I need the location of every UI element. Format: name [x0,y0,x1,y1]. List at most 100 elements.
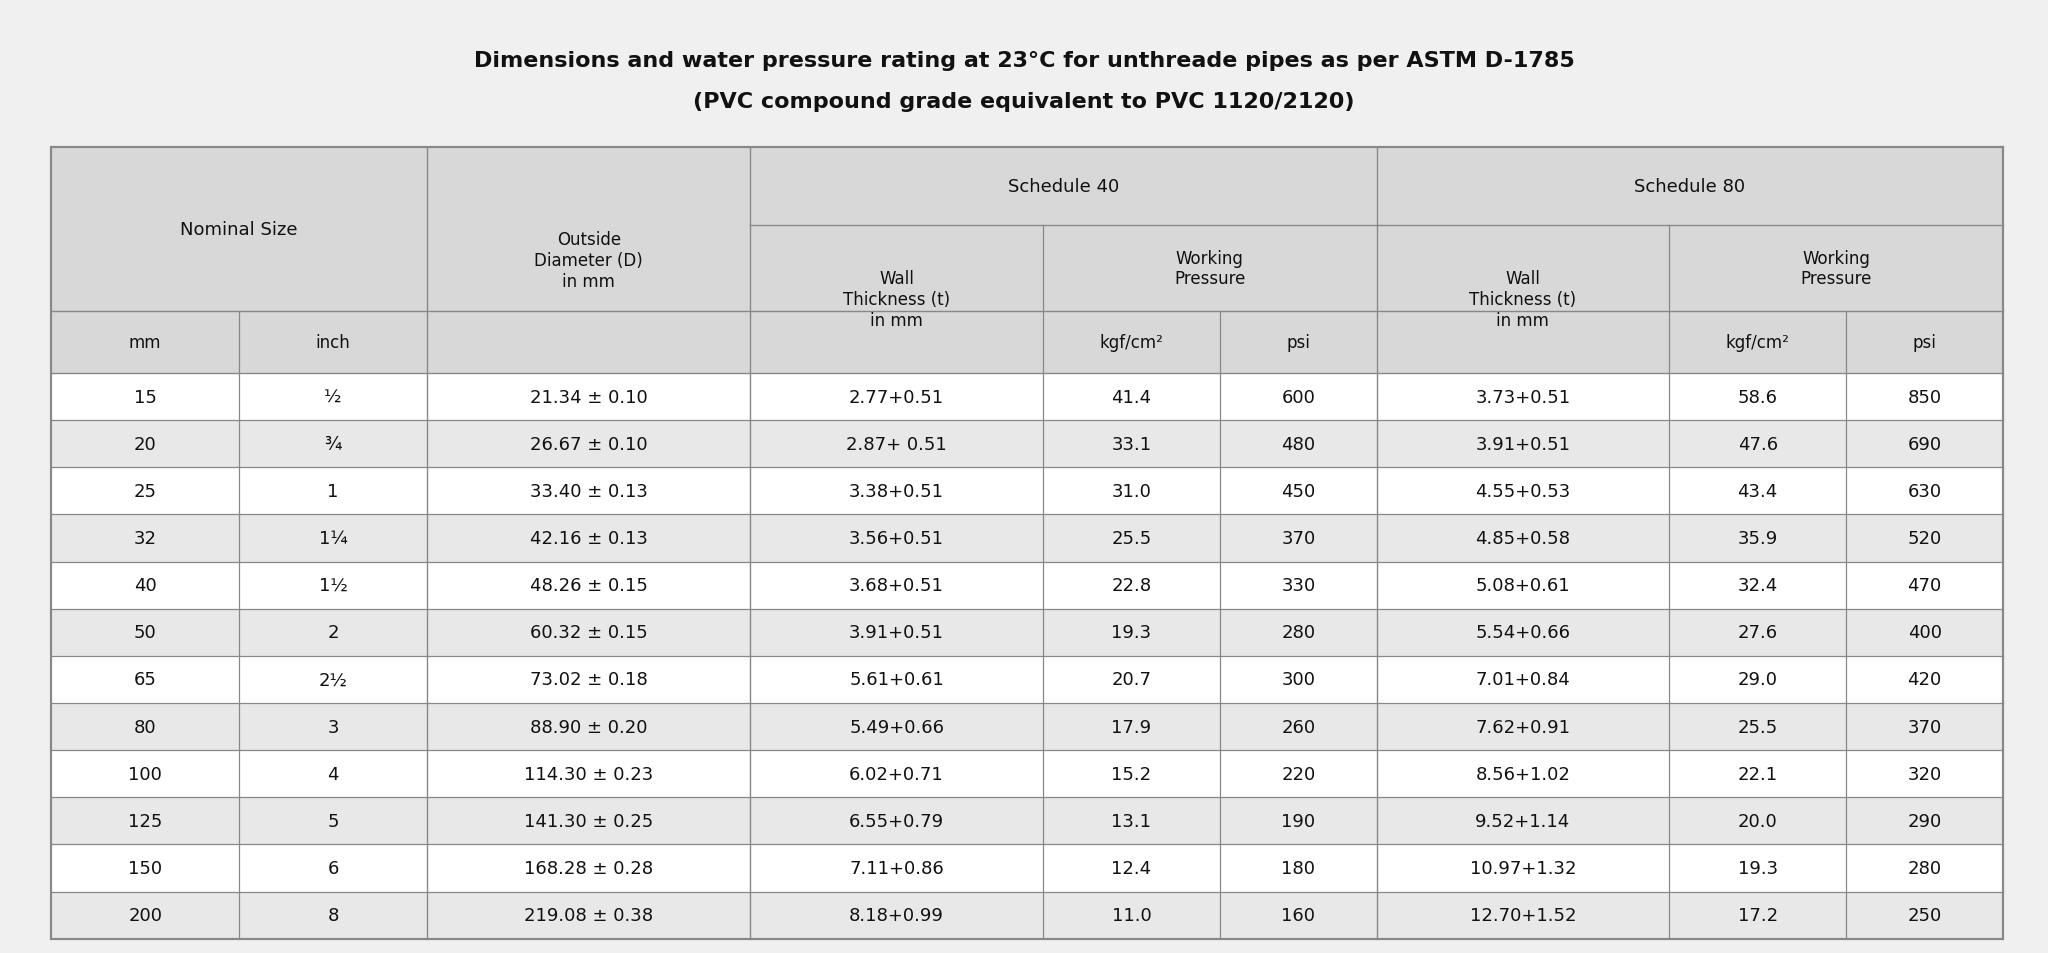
Text: 7.11+0.86: 7.11+0.86 [850,859,944,877]
Text: 12.70+1.52: 12.70+1.52 [1470,906,1577,924]
Text: 25: 25 [133,482,156,500]
Text: 260: 260 [1282,718,1315,736]
Text: 7.01+0.84: 7.01+0.84 [1475,671,1571,689]
Bar [51,515,2003,562]
Text: 4.85+0.58: 4.85+0.58 [1475,530,1571,547]
Text: 168.28 ± 0.28: 168.28 ± 0.28 [524,859,653,877]
Text: Wall
Thickness (t)
in mm: Wall Thickness (t) in mm [844,270,950,330]
Text: kgf/cm²: kgf/cm² [1726,334,1790,352]
Text: 3.91+0.51: 3.91+0.51 [850,623,944,641]
Text: 2½: 2½ [319,671,348,689]
Text: 850: 850 [1907,388,1942,406]
Text: 180: 180 [1282,859,1315,877]
Text: 190: 190 [1282,812,1315,830]
Text: 280: 280 [1907,859,1942,877]
Text: 3.91+0.51: 3.91+0.51 [1475,436,1571,454]
Text: 450: 450 [1282,482,1315,500]
Text: 400: 400 [1907,623,1942,641]
Text: 41.4: 41.4 [1112,388,1151,406]
Text: 10.97+1.32: 10.97+1.32 [1470,859,1577,877]
Text: 1¼: 1¼ [319,530,348,547]
Text: 29.0: 29.0 [1737,671,1778,689]
Text: 5: 5 [328,812,338,830]
Text: 15: 15 [133,388,156,406]
Text: 5.08+0.61: 5.08+0.61 [1475,577,1571,595]
Text: 8: 8 [328,906,338,924]
Text: Schedule 80: Schedule 80 [1634,178,1745,195]
Text: 470: 470 [1907,577,1942,595]
Bar [51,750,2003,798]
Text: 27.6: 27.6 [1737,623,1778,641]
Text: 330: 330 [1282,577,1315,595]
Text: 1: 1 [328,482,338,500]
Text: 80: 80 [133,718,156,736]
Text: 20: 20 [133,436,156,454]
Text: 19.3: 19.3 [1112,623,1151,641]
Text: kgf/cm²: kgf/cm² [1100,334,1163,352]
Text: 8.56+1.02: 8.56+1.02 [1475,765,1571,782]
Bar [51,562,2003,609]
Text: 160: 160 [1282,906,1315,924]
Text: 420: 420 [1907,671,1942,689]
Text: 141.30 ± 0.25: 141.30 ± 0.25 [524,812,653,830]
Text: 40: 40 [133,577,156,595]
Text: 7.62+0.91: 7.62+0.91 [1475,718,1571,736]
Text: 4: 4 [328,765,338,782]
Text: 6.02+0.71: 6.02+0.71 [850,765,944,782]
Text: 370: 370 [1907,718,1942,736]
Text: 3.68+0.51: 3.68+0.51 [850,577,944,595]
Text: 65: 65 [133,671,156,689]
Text: 12.4: 12.4 [1112,859,1151,877]
Text: 520: 520 [1907,530,1942,547]
Text: 31.0: 31.0 [1112,482,1151,500]
Text: 2.87+ 0.51: 2.87+ 0.51 [846,436,946,454]
Text: 125: 125 [127,812,162,830]
Text: 3: 3 [328,718,338,736]
Text: 17.9: 17.9 [1112,718,1151,736]
Text: Wall
Thickness (t)
in mm: Wall Thickness (t) in mm [1468,270,1577,330]
Text: Working
Pressure: Working Pressure [1800,250,1872,288]
Text: 1½: 1½ [319,577,348,595]
Text: 5.61+0.61: 5.61+0.61 [850,671,944,689]
Text: 21.34 ± 0.10: 21.34 ± 0.10 [530,388,647,406]
Text: 35.9: 35.9 [1737,530,1778,547]
Text: 300: 300 [1282,671,1315,689]
Text: 25.5: 25.5 [1737,718,1778,736]
Bar [51,656,2003,703]
Text: 280: 280 [1282,623,1315,641]
Text: 2: 2 [328,623,338,641]
Bar [51,844,2003,892]
Text: 88.90 ± 0.20: 88.90 ± 0.20 [530,718,647,736]
Text: Nominal Size: Nominal Size [180,221,297,238]
Text: 50: 50 [133,623,156,641]
Text: 600: 600 [1282,388,1315,406]
Text: 43.4: 43.4 [1737,482,1778,500]
Bar [51,609,2003,656]
Text: 630: 630 [1907,482,1942,500]
Text: 42.16 ± 0.13: 42.16 ± 0.13 [530,530,647,547]
Text: 22.1: 22.1 [1737,765,1778,782]
Text: 47.6: 47.6 [1737,436,1778,454]
Text: 219.08 ± 0.38: 219.08 ± 0.38 [524,906,653,924]
Text: 60.32 ± 0.15: 60.32 ± 0.15 [530,623,647,641]
Bar [51,892,2003,939]
Text: 220: 220 [1282,765,1315,782]
Text: 33.40 ± 0.13: 33.40 ± 0.13 [530,482,647,500]
Bar [51,374,2003,420]
Text: mm: mm [129,334,162,352]
Text: 3.38+0.51: 3.38+0.51 [850,482,944,500]
Text: 20.0: 20.0 [1739,812,1778,830]
Text: 48.26 ± 0.15: 48.26 ± 0.15 [530,577,647,595]
Text: Schedule 40: Schedule 40 [1008,178,1118,195]
Text: 250: 250 [1907,906,1942,924]
Text: Outside
Diameter (D)
in mm: Outside Diameter (D) in mm [535,231,643,291]
Text: 8.18+0.99: 8.18+0.99 [850,906,944,924]
Text: 15.2: 15.2 [1112,765,1151,782]
Bar [51,148,2003,939]
Bar [51,703,2003,750]
Text: 4.55+0.53: 4.55+0.53 [1475,482,1571,500]
Text: 5.54+0.66: 5.54+0.66 [1475,623,1571,641]
Text: 20.7: 20.7 [1112,671,1151,689]
Text: 290: 290 [1907,812,1942,830]
Text: (PVC compound grade equivalent to PVC 1120/2120): (PVC compound grade equivalent to PVC 11… [694,92,1354,112]
